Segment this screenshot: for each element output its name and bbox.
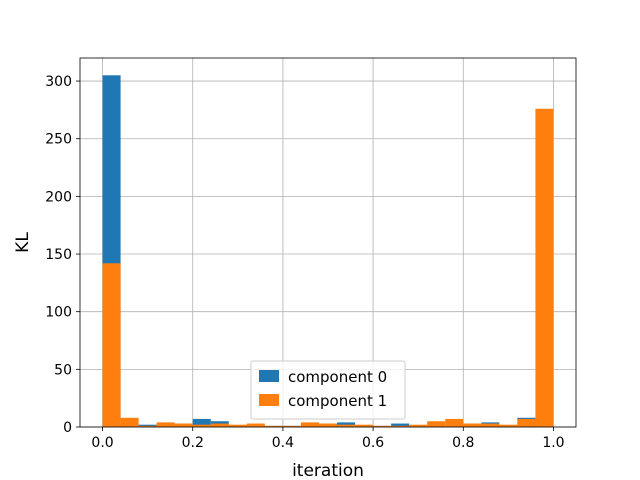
y-tick-label: 50	[54, 362, 72, 378]
y-tick-label: 150	[45, 247, 72, 263]
x-tick-label: 0.0	[91, 435, 113, 451]
x-tick-label: 0.4	[272, 435, 294, 451]
bar-component-1-bin-3	[156, 422, 175, 427]
x-tick-label: 0.2	[182, 435, 204, 451]
y-tick-label: 0	[63, 420, 72, 436]
bar-component-1-bin-12	[318, 423, 338, 427]
x-tick-label: 0.6	[362, 435, 384, 451]
bar-component-1-bin-19	[445, 418, 464, 427]
y-tick-label: 100	[45, 305, 72, 321]
y-tick-label: 250	[45, 132, 72, 148]
legend-swatch-component-1	[259, 394, 279, 406]
bar-component-1-bin-13	[337, 424, 356, 427]
bar-component-1-bin-8	[246, 423, 265, 427]
bar-component-1-bin-6	[210, 423, 229, 427]
bar-component-1-bin-21	[481, 423, 500, 427]
x-axis-label: iteration	[292, 461, 364, 480]
bar-component-1-bin-2	[138, 425, 157, 427]
y-axis-ticks: 0 50 100 150 200 250 300	[45, 74, 80, 436]
bar-component-1-bin-17	[409, 424, 428, 427]
bar-component-1-bin-5	[192, 424, 211, 427]
x-tick-label: 0.8	[452, 435, 474, 451]
x-axis-ticks: 0.0 0.2 0.4 0.6 0.8 1.0	[91, 427, 565, 451]
bar-component-1-bin-10	[282, 425, 301, 427]
bar-component-1-bin-24	[535, 108, 554, 428]
bar-component-1-bin-18	[427, 421, 446, 427]
x-tick-label: 1.0	[542, 435, 564, 451]
histogram-bars	[102, 75, 554, 428]
y-tick-label: 200	[45, 189, 72, 205]
bar-component-1-bin-20	[463, 423, 482, 427]
legend-label-component-0: component 0	[288, 368, 387, 386]
y-axis-label: KL	[13, 232, 33, 253]
plot-frame	[79, 57, 577, 428]
legend-box	[250, 360, 406, 420]
legend-label-component-1: component 1	[288, 392, 387, 410]
bar-component-1-bin-11	[300, 422, 319, 427]
bar-component-0-bin-16	[391, 423, 410, 427]
legend: component 0 component 1	[250, 360, 406, 420]
bar-component-1-bin-23	[517, 418, 536, 427]
bar-component-1-bin-14	[355, 424, 374, 427]
bar-component-1-bin-7	[228, 424, 247, 427]
bar-component-1-bin-15	[373, 425, 392, 427]
bar-component-1-bin-0	[102, 263, 121, 427]
bar-component-1-bin-4	[174, 423, 193, 427]
legend-swatch-component-0	[259, 370, 279, 382]
bar-component-1-bin-16	[391, 425, 410, 427]
bar-component-1-bin-22	[499, 424, 518, 427]
y-tick-label: 300	[45, 74, 72, 90]
bar-component-1-bin-9	[264, 425, 283, 427]
bar-component-1-bin-1	[120, 417, 139, 427]
bar-component-0-bin-5	[192, 418, 211, 427]
grid-lines	[80, 58, 576, 428]
